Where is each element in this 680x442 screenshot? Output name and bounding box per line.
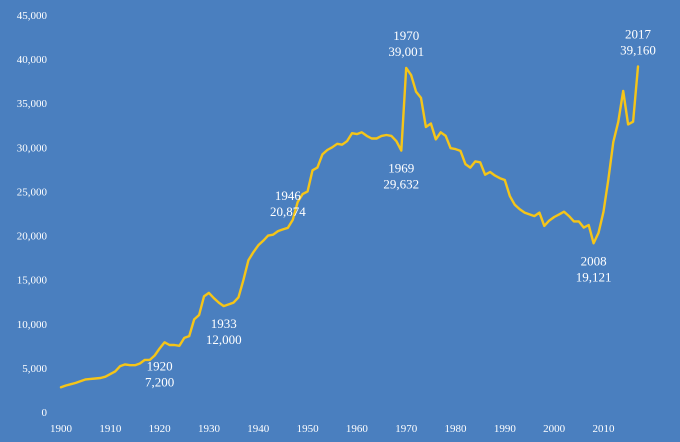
- annotation-value: 20,874: [270, 204, 306, 219]
- annotation-year: 2017: [625, 27, 652, 42]
- y-tick-label: 25,000: [17, 186, 48, 198]
- y-axis-tick-labels: 0 5,000 10,000 15,000 20,000 25,000 30,000 35,0…: [17, 10, 48, 419]
- y-tick-label: 30,000: [17, 142, 48, 154]
- annotation-value: 19,121: [576, 269, 612, 284]
- annotation-year: 1969: [388, 161, 414, 176]
- y-tick-label: 15,000: [17, 275, 48, 287]
- x-tick-label: 2000: [543, 423, 566, 435]
- annotation-value: 29,632: [383, 177, 419, 192]
- y-tick-label: 10,000: [17, 319, 48, 331]
- annotation-value: 12,000: [206, 332, 242, 347]
- x-axis-tick-labels: 1900 1910 1920 1930 1940 1950 1960 1970 1980 1990…: [50, 423, 615, 435]
- x-tick-label: 1900: [50, 423, 73, 435]
- x-tick-label: 1960: [346, 423, 369, 435]
- y-tick-label: 45,000: [17, 10, 48, 22]
- annotation-year: 1970: [393, 28, 419, 43]
- annotation-value: 7,200: [145, 374, 174, 389]
- y-tick-label: 5,000: [22, 363, 47, 375]
- y-tick-label: 40,000: [17, 54, 48, 66]
- y-tick-label: 20,000: [17, 231, 48, 243]
- y-tick-label: 35,000: [17, 98, 48, 110]
- annotation-value: 39,001: [388, 44, 424, 59]
- x-tick-label: 1970: [395, 423, 418, 435]
- x-tick-label: 1920: [149, 423, 172, 435]
- x-tick-label: 1940: [247, 423, 270, 435]
- x-tick-label: 1950: [297, 423, 320, 435]
- x-tick-label: 1910: [99, 423, 122, 435]
- annotation-year: 1946: [275, 188, 302, 203]
- x-tick-label: 1990: [494, 423, 517, 435]
- x-tick-label: 1980: [445, 423, 468, 435]
- annotations: 19207,200193312,000194620,874196929,6321…: [145, 27, 656, 390]
- y-tick-label: 0: [42, 407, 48, 419]
- annotation-year: 1933: [211, 316, 237, 331]
- x-tick-label: 2010: [592, 423, 615, 435]
- annotation-year: 1920: [147, 358, 173, 373]
- x-tick-label: 1930: [198, 423, 221, 435]
- annotation-year: 2008: [581, 253, 607, 268]
- series-line: [59, 65, 640, 389]
- annotation-value: 39,160: [620, 43, 656, 58]
